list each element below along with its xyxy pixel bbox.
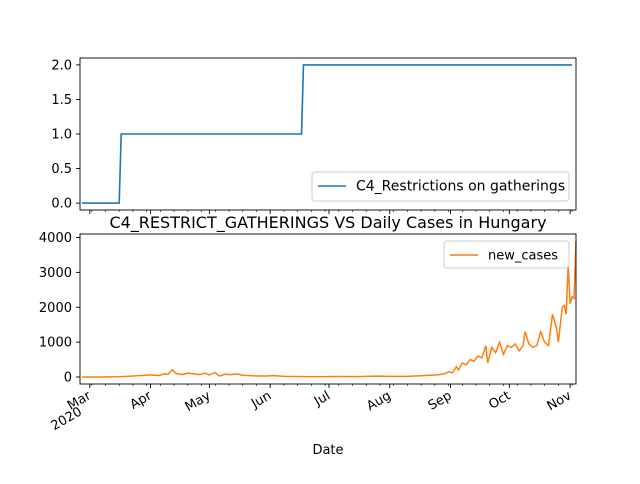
top-y-tick-label: 0.0 [51, 197, 72, 212]
top-legend-label: C4_Restrictions on gatherings [356, 179, 565, 195]
x-tick-label: Jun [248, 388, 274, 412]
top-y-tick-label: 1.5 [51, 93, 72, 108]
x-tick-label: Oct [486, 388, 513, 412]
top-legend-box [311, 171, 570, 202]
top-y-ticks: 0.0 0.5 1.0 1.5 2.0 [51, 58, 80, 212]
x-tick-label: Nov [545, 388, 575, 414]
x-tick-label: May [183, 388, 214, 415]
x-tick-label: Jul [311, 388, 333, 409]
bottom-legend: new_cases [443, 240, 570, 269]
series-line-c4-restrictions [81, 64, 573, 204]
top-y-tick-label: 1.0 [51, 128, 72, 143]
x-tick-label: Sep [426, 388, 455, 413]
bottom-y-tick-label: 0 [64, 371, 72, 386]
x-tick-label: Apr [128, 388, 156, 413]
bottom-y-tick-label: 1000 [39, 336, 72, 351]
top-chart-panel: 0.0 0.5 1.0 1.5 2.0 C4_Restrictions on gathe… [51, 57, 577, 214]
top-y-tick-label: 2.0 [51, 58, 72, 73]
bottom-legend-box [443, 240, 570, 269]
top-legend: C4_Restrictions on gatherings [311, 171, 570, 202]
bottom-legend-label: new_cases [488, 249, 558, 264]
x-axis-label: Date [312, 443, 343, 458]
series-line-new-cases [81, 240, 577, 378]
x-tick-year-label: 2020 [49, 404, 85, 434]
bottom-y-tick-label: 2000 [39, 301, 72, 316]
bottom-chart-panel: C4_RESTRICT_GATHERINGS VS Daily Cases in… [39, 213, 577, 458]
top-plot-frame [79, 57, 577, 211]
top-y-tick-label: 0.5 [51, 162, 72, 177]
bottom-y-ticks: 0 1000 2000 3000 4000 [39, 231, 80, 386]
bottom-plot-frame [79, 233, 577, 385]
bottom-y-tick-label: 3000 [39, 266, 72, 281]
bottom-y-tick-label: 4000 [39, 231, 72, 246]
x-tick-label: Aug [364, 388, 393, 414]
chart-title: C4_RESTRICT_GATHERINGS VS Daily Cases in… [109, 213, 546, 233]
top-x-ticks [89, 210, 573, 214]
